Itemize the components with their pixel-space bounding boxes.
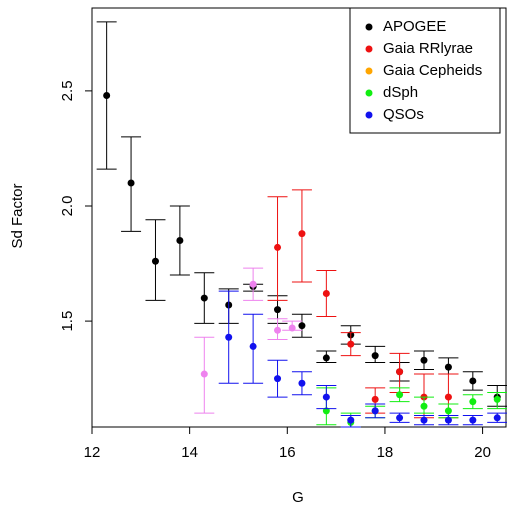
point	[347, 416, 355, 424]
point	[322, 354, 330, 362]
point	[469, 377, 477, 385]
point	[322, 407, 330, 415]
point	[396, 414, 404, 422]
legend-marker	[365, 89, 373, 97]
point	[176, 237, 184, 245]
legend-box	[349, 7, 501, 134]
point	[347, 340, 355, 348]
legend-label: APOGEE	[383, 18, 446, 35]
legend-marker	[365, 67, 373, 75]
point	[127, 179, 135, 187]
point	[396, 391, 404, 399]
point	[444, 363, 452, 371]
point	[420, 416, 428, 424]
point	[151, 257, 159, 265]
point	[200, 370, 208, 378]
point	[274, 306, 282, 314]
legend-marker	[365, 45, 373, 53]
point	[371, 352, 379, 360]
point	[396, 368, 404, 376]
point	[298, 322, 306, 330]
y-tick-label: 1.5	[59, 311, 76, 332]
point	[322, 289, 330, 297]
legend-label: Gaia RRlyrae	[383, 40, 473, 57]
point	[493, 395, 501, 403]
point	[274, 375, 282, 383]
point	[249, 280, 257, 288]
x-tick-label: 14	[181, 444, 198, 461]
x-tick-label: 18	[377, 444, 394, 461]
x-axis-label: G	[292, 489, 304, 506]
x-tick-label: 12	[84, 444, 101, 461]
point	[469, 416, 477, 424]
legend-marker	[365, 23, 373, 31]
point	[322, 393, 330, 401]
point	[371, 395, 379, 403]
point	[298, 379, 306, 387]
legend-label: Gaia Cepheids	[383, 62, 482, 79]
point	[420, 356, 428, 364]
point	[274, 243, 282, 251]
point	[225, 333, 233, 341]
point	[371, 407, 379, 415]
point	[103, 91, 111, 99]
y-tick-label: 2.0	[59, 196, 76, 217]
point	[249, 342, 257, 350]
legend-label: dSph	[383, 84, 418, 101]
plot-frame	[91, 7, 507, 428]
point	[493, 414, 501, 422]
point	[444, 416, 452, 424]
point	[274, 326, 282, 334]
legend-marker	[365, 111, 373, 119]
point	[200, 294, 208, 302]
y-tick-label: 2.5	[59, 80, 76, 101]
x-tick-label: 20	[474, 444, 491, 461]
y-axis-label: Sd Factor	[9, 183, 26, 248]
legend-label: QSOs	[383, 106, 424, 123]
point	[298, 230, 306, 238]
point	[420, 402, 428, 410]
point	[469, 398, 477, 406]
x-tick-label: 16	[279, 444, 296, 461]
point	[444, 393, 452, 401]
point	[444, 407, 452, 415]
point	[288, 324, 296, 332]
